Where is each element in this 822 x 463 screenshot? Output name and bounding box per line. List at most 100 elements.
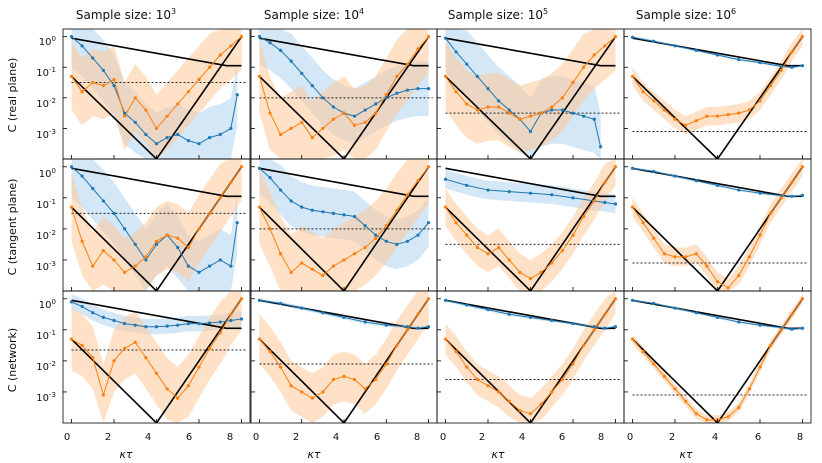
blue-series-point: [235, 93, 239, 97]
orange-series-point: [101, 249, 105, 253]
panel-plot-area: [443, 291, 620, 423]
x-tick-label: 6: [374, 432, 380, 443]
orange-series-point: [395, 74, 399, 79]
theory-decay-curve: [70, 338, 158, 423]
blue-series-point: [229, 126, 233, 131]
theory-decay-curve: [444, 338, 532, 423]
orange-series-point: [747, 255, 751, 259]
blue-series-point: [630, 166, 635, 170]
orange-series-point: [321, 273, 325, 278]
orange-series-point: [91, 80, 95, 85]
blue-series-point: [165, 324, 169, 328]
blue-series-point: [694, 48, 698, 53]
theory-upper-curve: [445, 167, 616, 198]
orange-series-point: [560, 96, 564, 100]
y-tick-label: 100: [39, 35, 56, 48]
orange-series-point: [705, 264, 709, 268]
orange-series-point: [613, 165, 618, 169]
orange-series-point: [154, 371, 159, 375]
blue-series-point: [486, 308, 490, 312]
blue-series-point: [758, 191, 762, 195]
blue-series-point: [133, 242, 137, 247]
orange-series-point: [165, 233, 169, 237]
theory-decay-curve: [631, 338, 719, 423]
orange-confidence-band: [445, 29, 616, 153]
orange-series-point: [208, 211, 212, 215]
orange-series-point: [165, 114, 169, 118]
orange-series-point: [268, 227, 272, 231]
theory-decay-curve: [70, 206, 158, 291]
y-tick-labels-row-2: 100 10-1 10-2 10-3: [36, 167, 56, 273]
panel-plot-area: [630, 159, 807, 291]
blue-series-point: [507, 312, 511, 316]
blue-series-point: [321, 311, 325, 315]
blue-series-point: [197, 322, 201, 326]
x-tick-label: 0: [440, 432, 446, 443]
orange-series-point: [144, 108, 148, 112]
blue-series-point: [630, 298, 635, 302]
orange-series-point: [405, 328, 410, 332]
blue-series-point: [652, 301, 656, 306]
row-label-real-plane: C (real plane): [6, 58, 19, 133]
orange-series-point: [465, 102, 469, 106]
orange-series-point: [726, 415, 730, 419]
x-tick-label: 0: [64, 432, 70, 443]
blue-series-point: [321, 210, 325, 214]
blue-series-point: [278, 301, 283, 306]
orange-series-point: [300, 120, 304, 124]
orange-series-point: [176, 396, 180, 400]
blue-series-point: [800, 326, 805, 330]
orange-confidence-band: [71, 159, 242, 291]
orange-series-point: [395, 343, 399, 347]
orange-series-point: [69, 74, 74, 79]
orange-series-point: [641, 221, 645, 225]
blue-series-point: [603, 200, 607, 205]
x-tick-labels-col-4: 0 2 4 6 8: [627, 432, 803, 443]
orange-series-point: [758, 365, 762, 369]
orange-series-point: [475, 108, 479, 112]
orange-series-point: [475, 245, 479, 250]
orange-series-point: [218, 196, 222, 200]
orange-series-point: [652, 236, 656, 240]
orange-series-point: [582, 214, 586, 219]
orange-series-point: [694, 119, 698, 123]
blue-series-point: [257, 166, 262, 170]
blue-series-point: [528, 315, 533, 319]
theory-upper-curve: [259, 37, 429, 67]
orange-series-point: [133, 264, 137, 268]
blue-series-point: [186, 264, 190, 268]
blue-series-point: [257, 298, 262, 302]
orange-series-point: [426, 35, 431, 39]
orange-series-point: [123, 270, 127, 274]
orange-series-point: [769, 211, 773, 215]
orange-series-point: [405, 62, 410, 66]
blue-series-point: [342, 315, 346, 319]
orange-series-point: [705, 418, 709, 422]
blue-series-point: [91, 56, 95, 60]
blue-series-point: [69, 35, 74, 39]
panel-plot-area: [69, 29, 246, 159]
orange-series-point: [91, 264, 95, 268]
theory-upper-curve: [445, 37, 616, 67]
orange-series-point: [352, 252, 357, 256]
orange-series-point: [154, 239, 159, 243]
panel-r2-c1: [62, 158, 251, 292]
orange-series-point: [497, 245, 501, 250]
orange-series-point: [603, 44, 607, 48]
blue-series-point: [550, 193, 554, 197]
orange-series-point: [550, 261, 554, 265]
y-tick-label: 10-2: [36, 229, 56, 242]
blue-series-point: [416, 233, 420, 237]
orange-series-point: [726, 286, 730, 290]
blue-series-point: [123, 322, 127, 326]
blue-series-point: [550, 108, 554, 112]
blue-series-point: [486, 87, 490, 91]
theory-decay-curve: [258, 338, 345, 423]
blue-series-point: [528, 129, 533, 134]
blue-series-point: [101, 199, 105, 203]
orange-series-point: [229, 312, 233, 316]
orange-series-point: [363, 120, 367, 124]
blue-series-point: [144, 325, 148, 329]
orange-series-point: [539, 270, 543, 274]
orange-series-point: [123, 114, 127, 118]
